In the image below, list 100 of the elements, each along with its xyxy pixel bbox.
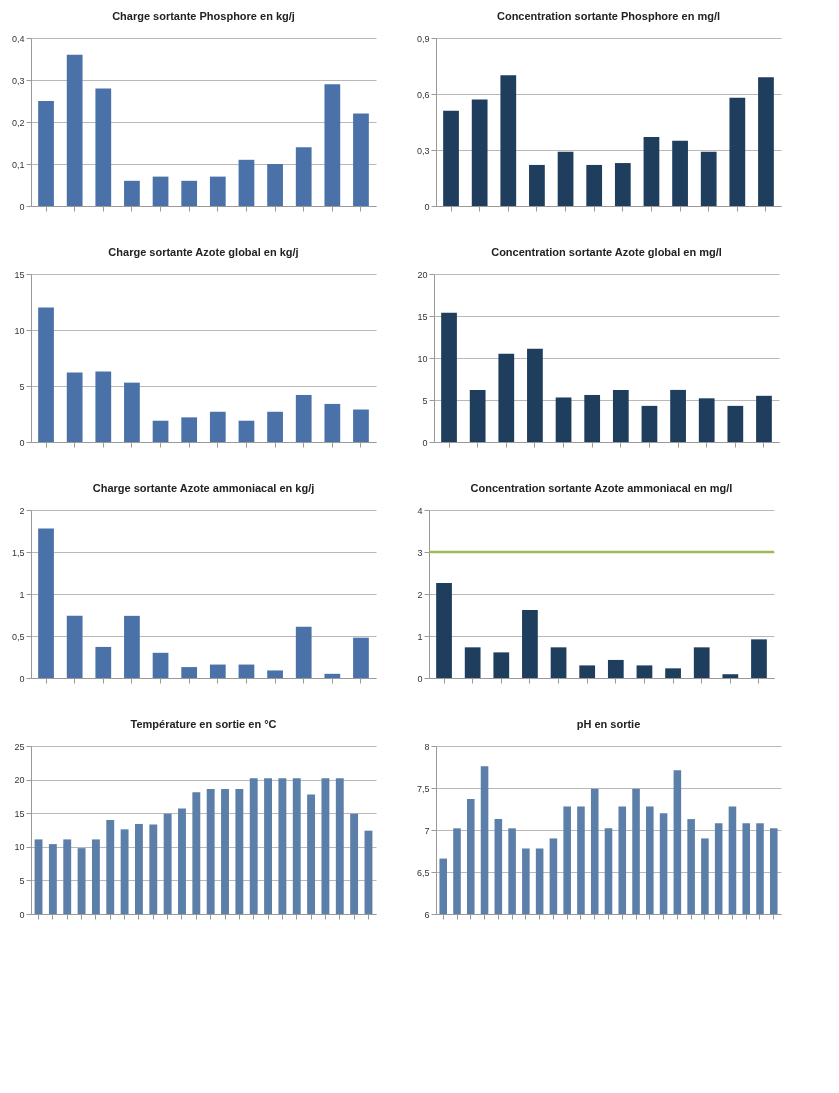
y-tick-label: 6,5 <box>416 867 430 878</box>
y-tick-label: 0 <box>19 909 25 920</box>
chart-title: Concentration sortante Phosphore en mg/l <box>496 10 721 22</box>
bar <box>557 151 574 206</box>
bar <box>181 667 198 678</box>
y-tick-label: 1 <box>19 589 25 600</box>
y-tick-label: 0 <box>424 201 430 212</box>
bar <box>722 674 739 678</box>
y-tick-label: 0,1 <box>11 159 25 170</box>
bar <box>249 778 258 914</box>
bar <box>209 411 226 442</box>
bar <box>192 792 201 914</box>
y-tick-label: 20 <box>14 775 25 786</box>
bar <box>321 778 330 914</box>
bar <box>643 136 660 206</box>
bar <box>295 394 312 442</box>
y-tick-label: 0,9 <box>416 33 430 44</box>
bar <box>324 84 341 206</box>
bar <box>181 417 198 442</box>
y-tick-label: 5 <box>19 875 25 886</box>
bar <box>498 353 515 442</box>
y-tick-label: 0,2 <box>11 117 25 128</box>
y-tick-label: 6 <box>424 909 430 920</box>
bar <box>670 389 686 442</box>
bar <box>614 163 631 206</box>
bar <box>152 652 169 678</box>
y-tick-label: 0,5 <box>11 631 25 642</box>
y-tick-label: 15 <box>417 311 428 322</box>
bar <box>178 808 186 914</box>
bar <box>550 647 567 678</box>
y-tick-label: 2 <box>19 505 25 516</box>
bar <box>38 528 54 678</box>
y-tick-label: 25 <box>14 741 25 752</box>
bar <box>66 54 83 206</box>
y-tick-label: 5 <box>19 381 25 392</box>
bar <box>95 88 112 206</box>
bar <box>471 99 488 206</box>
y-tick-label: 1 <box>417 631 423 642</box>
bar <box>238 420 255 442</box>
y-tick-label: 0,6 <box>416 89 430 100</box>
bar <box>700 151 717 206</box>
bar <box>607 659 624 678</box>
bar <box>106 819 115 914</box>
bar <box>48 844 57 914</box>
bar <box>493 652 510 678</box>
bar <box>641 405 658 442</box>
y-tick-label: 10 <box>14 842 25 853</box>
bar <box>307 794 316 914</box>
bar <box>66 615 83 678</box>
bar <box>665 668 681 678</box>
y-tick-label: 0 <box>19 201 25 212</box>
bar <box>500 75 517 206</box>
bar <box>264 778 272 914</box>
bar <box>152 420 169 442</box>
y-tick-label: 0,4 <box>11 33 25 44</box>
bar <box>522 609 538 678</box>
bar <box>292 778 301 914</box>
chart-title: Concentration sortante Azote ammoniacal en mg/l <box>470 482 733 494</box>
y-tick-label: 4 <box>417 505 423 516</box>
bar <box>729 97 746 206</box>
bar <box>295 626 312 678</box>
chart-title: Charge sortante Phosphore en kg/j <box>112 10 295 22</box>
bar <box>163 813 172 914</box>
bar <box>584 394 601 442</box>
bar <box>95 371 112 442</box>
y-tick-label: 0 <box>19 437 25 448</box>
y-tick-label: 15 <box>14 269 25 280</box>
bar <box>124 615 140 678</box>
y-tick-label: 3 <box>417 547 423 558</box>
chart-title: Charge sortante Azote ammoniacal en kg/j <box>92 482 315 494</box>
bar <box>335 778 344 914</box>
bar <box>324 673 341 678</box>
bar <box>267 411 283 442</box>
y-tick-label: 15 <box>14 808 25 819</box>
chart-title: Charge sortante Azote global en kg/j <box>108 246 299 258</box>
bar <box>149 824 158 914</box>
bar <box>751 639 767 678</box>
bar <box>235 789 244 914</box>
chart-title: Concentration sortante Azote global en mg/l <box>491 246 722 258</box>
y-tick-label: 10 <box>14 325 25 336</box>
y-tick-label: 0 <box>19 673 25 684</box>
y-tick-label: 8 <box>424 741 430 752</box>
bar <box>238 664 255 678</box>
bar <box>586 164 603 206</box>
bar <box>152 176 169 206</box>
bar <box>38 101 54 206</box>
bar <box>221 789 229 914</box>
chart-title: Température en sortie en °C <box>130 718 277 730</box>
y-tick-label: 1,5 <box>11 547 25 558</box>
y-tick-label: 7,5 <box>416 783 430 794</box>
bar <box>120 829 129 914</box>
bar <box>727 405 744 442</box>
bar <box>66 372 83 442</box>
bar <box>555 397 572 442</box>
bar <box>91 839 100 914</box>
bar <box>527 348 543 442</box>
bar <box>441 312 457 442</box>
bar <box>95 646 112 678</box>
bar <box>181 180 198 206</box>
bar <box>529 164 545 206</box>
